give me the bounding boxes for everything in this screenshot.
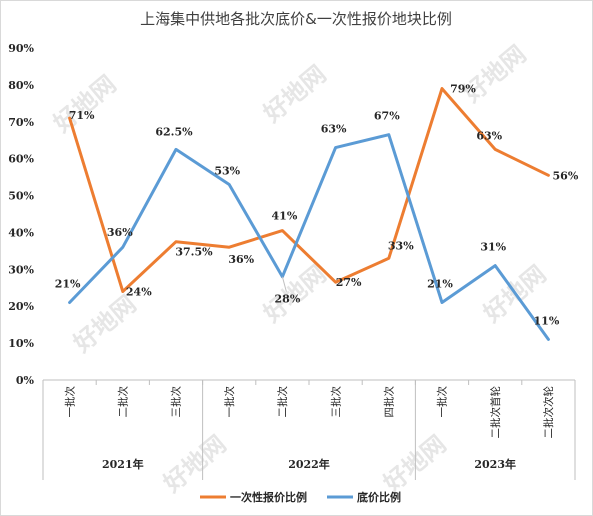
data-label: 63% [476,129,502,142]
series-line-onetime-quote [68,87,550,293]
y-axis: 0% 10% 20% 30% 40% 50% 60% 70% 80% 90% [8,42,34,387]
data-label: 27% [336,276,362,289]
data-label: 24% [126,285,152,298]
y-tick-label: 0% [16,374,35,387]
data-label: 33% [388,239,414,252]
x-tick-label: 三批次 [329,386,342,418]
y-tick-label: 70% [8,116,34,129]
x-tick-label: 二批次 [116,386,129,418]
x-tick-label: 四批次 [382,386,395,418]
data-label: 56% [553,169,579,182]
legend: 一次性报价比例 底价比例 [200,490,401,504]
chart-title: 上海集中供地各批次底价&一次性报价地块比例 [140,10,452,28]
year-label: 2023年 [474,457,516,471]
data-label: 36% [228,253,254,266]
data-label: 11% [534,314,560,327]
y-tick-label: 10% [8,337,34,350]
data-label: 28% [275,293,301,306]
x-tick-label: 二批次首轮 [489,386,502,439]
x-tick-label: 二批次 [276,386,289,418]
data-labels: 71% 24% 37.5% 36% 41% 27% 33% 79% 63% 56% 21% 36% 62… [55,83,579,328]
y-tick-label: 50% [8,190,34,203]
legend-label: 一次性报价比例 [230,490,307,504]
data-label: 79% [450,83,476,96]
data-label: 31% [480,241,506,254]
data-label: 62.5% [155,125,193,138]
data-label: 53% [214,164,240,177]
legend-label: 底价比例 [357,490,401,504]
x-tick-label: 三批次 [170,386,183,418]
y-tick-label: 80% [8,79,34,92]
data-label: 41% [272,210,298,223]
x-tick-label: 一批次 [63,386,76,418]
x-axis: 2021年 2022年 2023年 一批次 二批次 三批次 一批次 二批次 三批次 四批次 一批次 二… [42,379,576,480]
y-tick-label: 60% [8,153,34,166]
leader-line [281,276,287,292]
y-tick-label: 30% [8,263,34,276]
y-tick-label: 90% [8,42,34,55]
data-label: 21% [427,278,453,291]
series-line-base-price [68,133,550,341]
x-tick-label: 二批次次轮 [542,386,555,439]
data-label: 67% [374,110,400,123]
data-label: 71% [69,109,95,122]
y-tick-label: 20% [8,300,34,313]
year-label: 2021年 [102,457,144,471]
x-tick-label: 一批次 [223,386,236,418]
data-label: 63% [321,123,347,136]
y-tick-label: 40% [8,226,34,239]
year-label: 2022年 [288,457,330,471]
series-layer [68,87,550,341]
data-label: 36% [107,226,133,239]
x-tick-label: 一批次 [436,386,449,418]
data-label: 37.5% [175,246,213,259]
data-label: 21% [55,278,81,291]
